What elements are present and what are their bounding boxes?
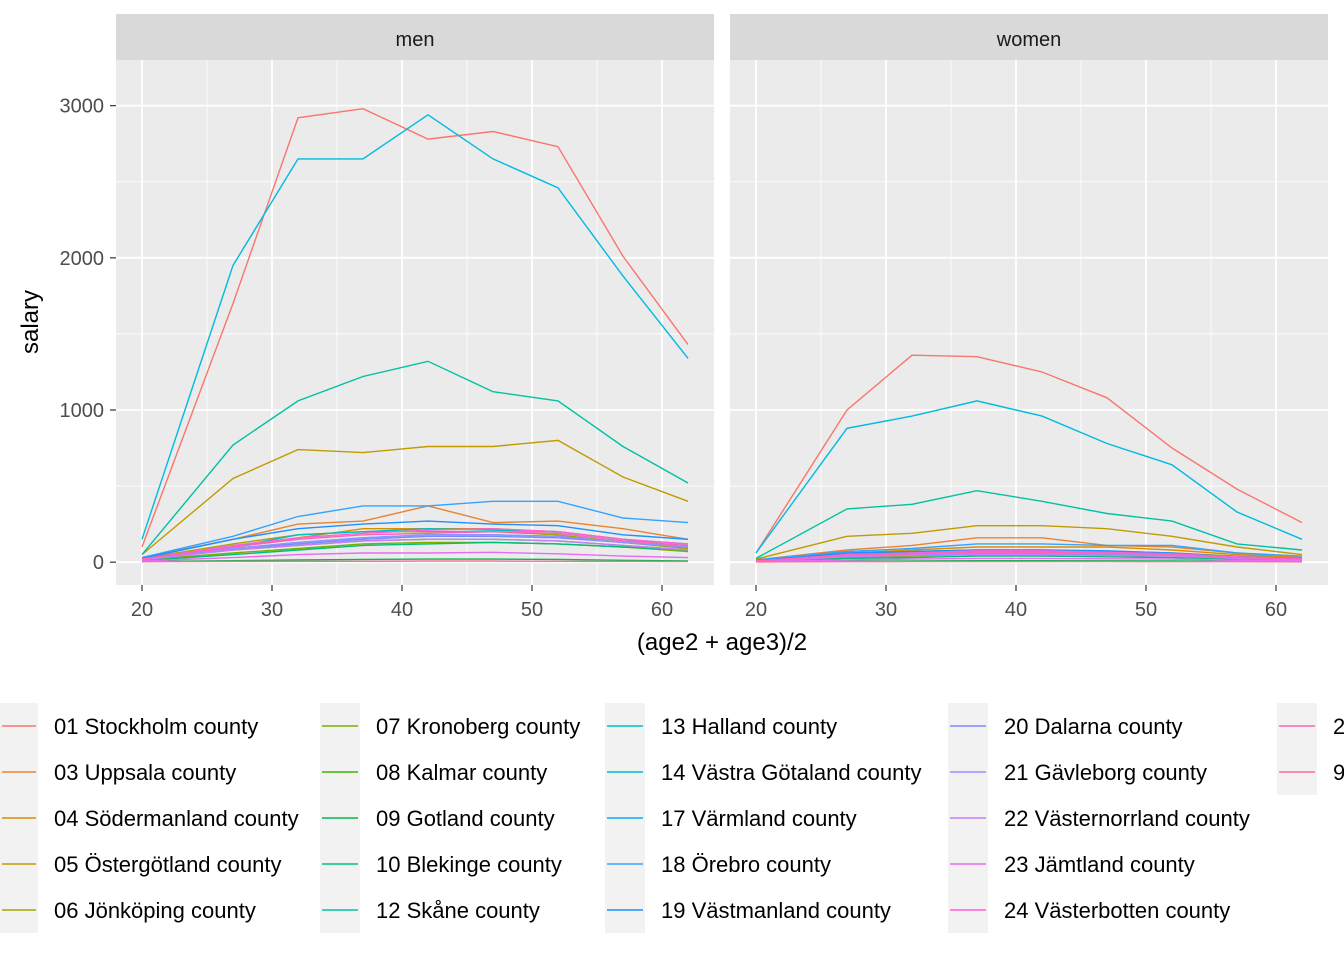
legend-label: 08 Kalmar county [376, 760, 547, 785]
x-tick-label: 60 [1265, 599, 1287, 621]
legend-label: 05 Östergötland county [54, 852, 281, 877]
facet-panel-men: men 20 30 40 50 60 0 1000 2000 3000 [60, 14, 714, 621]
x-tick-label: 50 [1135, 599, 1157, 621]
series-line [141, 527, 689, 560]
series-line [755, 354, 1303, 554]
legend-label: 04 Södermanland county [54, 806, 299, 831]
x-tick-label: 40 [1005, 599, 1027, 621]
series-line [141, 113, 689, 540]
series-line [141, 541, 689, 562]
legend-item: 25 Norrbotten county [1277, 703, 1344, 749]
series-line [755, 550, 1303, 562]
x-tick-label: 60 [651, 599, 673, 621]
legend-label: 20 Dalarna county [1004, 714, 1183, 739]
series-line [755, 551, 1303, 562]
legend-label: 06 Jönköping county [54, 898, 256, 923]
series-line [141, 360, 689, 556]
x-tick-label: 20 [131, 599, 153, 621]
legend-label: 22 Västernorrland county [1004, 806, 1250, 831]
legend-item: 04 Södermanland county [0, 795, 299, 841]
plot-background [116, 60, 714, 585]
legend-item: 14 Västra Götaland county [605, 749, 922, 795]
legend-label: 23 Jämtland county [1004, 852, 1195, 877]
legend-item: 21 Gävleborg county [948, 749, 1207, 795]
legend-label: 12 Skåne county [376, 898, 540, 923]
legend-label: 19 Västmanland county [661, 898, 891, 923]
legend-label: 03 Uppsala county [54, 760, 236, 785]
y-axis-title: salary [17, 290, 44, 354]
y-tick-label: 2000 [60, 248, 105, 270]
series-line [141, 560, 689, 563]
series-line [141, 534, 689, 560]
y-tick-label: 1000 [60, 400, 105, 422]
x-tick-label: 50 [521, 599, 543, 621]
x-tick-label: 20 [745, 599, 767, 621]
legend-item: 09 Gotland county [320, 795, 555, 841]
series-line [141, 551, 689, 562]
legend-item: 07 Kronoberg county [320, 703, 580, 749]
legend-item: 17 Värmland county [605, 795, 857, 841]
legend-label: 24 Västerbotten county [1004, 898, 1230, 923]
legend-label: 01 Stockholm county [54, 714, 258, 739]
legend-item: 08 Kalmar county [320, 749, 547, 795]
facet-panel-women: women 20 30 40 50 60 [730, 14, 1328, 621]
legend-item: 10 Blekinge county [320, 841, 562, 887]
x-tick-label: 30 [875, 599, 897, 621]
legend-item: 05 Östergötland county [0, 841, 281, 887]
legend: 01 Stockholm county 03 Uppsala county 04 S… [0, 703, 1344, 933]
series-line [141, 538, 689, 561]
series-line [755, 543, 1303, 561]
series-line [755, 553, 1303, 562]
y-tick-label: 3000 [60, 96, 105, 118]
series-line [141, 500, 689, 559]
facet-strip [730, 14, 1328, 60]
legend-item: 24 Västerbotten county [948, 887, 1230, 933]
legend-item: 19 Västmanland county [605, 887, 891, 933]
legend-label: 25 Norrbotten county [1333, 714, 1344, 739]
legend-item: 20 Dalarna county [948, 703, 1183, 749]
legend-item: 23 Jämtland county [948, 841, 1195, 887]
x-tick-label: 30 [261, 599, 283, 621]
series-line [755, 525, 1303, 560]
legend-item: 12 Skåne county [320, 887, 540, 933]
facet-strip-label: women [996, 29, 1061, 51]
facet-strip [116, 14, 714, 60]
series-line [755, 557, 1303, 563]
legend-label: 07 Kronoberg county [376, 714, 580, 739]
x-axis-title: (age2 + age3)/2 [637, 629, 807, 656]
legend-item: 18 Örebro county [605, 841, 831, 887]
series-line [755, 400, 1303, 554]
series-line [141, 530, 689, 560]
legend-item: 13 Halland county [605, 703, 837, 749]
legend-label: 09 Gotland county [376, 806, 555, 831]
plot-background [730, 60, 1328, 585]
legend-label: 18 Örebro county [661, 852, 831, 877]
y-tick-label: 0 [93, 552, 104, 574]
legend-label: 21 Gävleborg county [1004, 760, 1207, 785]
legend-item: 03 Uppsala county [0, 749, 236, 795]
legend-label: 14 Västra Götaland county [661, 760, 922, 785]
series-line [141, 107, 689, 548]
series-line [755, 489, 1303, 560]
series-lines [141, 107, 689, 563]
legend-item: 99 Unknown [1277, 749, 1344, 795]
series-line [141, 558, 689, 563]
legend-label: 99 Unknown [1333, 760, 1344, 785]
facets-layer: men 20 30 40 50 60 0 1000 2000 3000 women 20 30 40 50 6… [60, 14, 1328, 621]
legend-item: 06 Jönköping county [0, 887, 256, 933]
legend-item: 01 Stockholm county [0, 703, 258, 749]
legend-label: 10 Blekinge county [376, 852, 562, 877]
legend-label: 17 Värmland county [661, 806, 857, 831]
series-line [141, 520, 689, 560]
legend-label: 13 Halland county [661, 714, 837, 739]
legend-item: 22 Västernorrland county [948, 795, 1250, 841]
x-tick-label: 40 [391, 599, 413, 621]
series-line [755, 555, 1303, 563]
series-lines [755, 354, 1303, 563]
series-line [141, 439, 689, 556]
facet-strip-label: men [396, 29, 435, 51]
